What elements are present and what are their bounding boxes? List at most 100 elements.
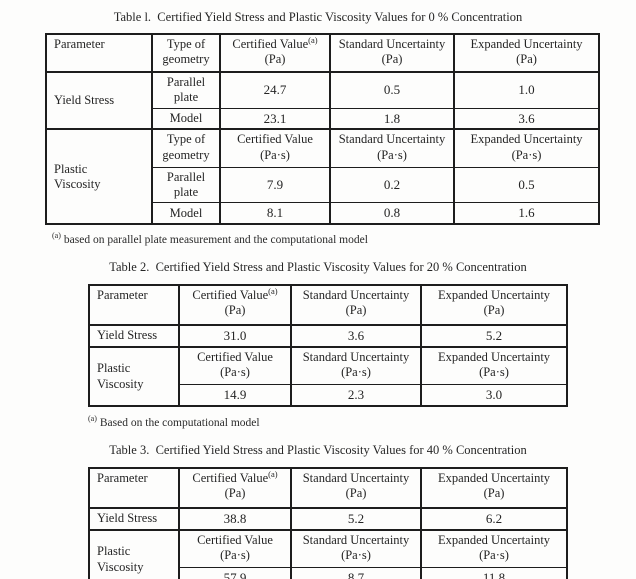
header-unit: (Pa·s) (341, 365, 371, 380)
table1-header-standard-uncertainty: Standard Uncertainty (Pa) (329, 33, 455, 73)
table1-plastic-viscosity-label: Plastic Viscosity (45, 128, 153, 225)
table2-yield-row: Yield Stress 31.0 3.6 5.2 (88, 324, 568, 348)
header-unit: (Pa) (516, 52, 537, 67)
header-label: Standard Uncertainty (302, 349, 410, 364)
table2-cell-certified: 31.0 (178, 324, 292, 348)
table1-yield-parallel-row: Yield Stress Parallel plate 24.7 0.5 1.0 (45, 71, 600, 131)
table2-footnote: (a) Based on the computational model (88, 414, 636, 429)
table3-header-standard-uncertainty: Standard Uncertainty (Pa) (290, 467, 422, 510)
table3-plastic-value-row: 57.9 8.7 11.8 (89, 567, 568, 579)
header-label: Expanded Uncertainty (437, 471, 551, 486)
header-unit: (Pa·s) (479, 365, 509, 380)
header-label: Expanded Uncertainty (470, 132, 583, 147)
header-unit: (Pa) (381, 52, 403, 67)
table1-cell-certified: 23.1 (219, 107, 331, 131)
table2-plastic-viscosity-label: Plastic Viscosity (88, 346, 180, 407)
table1-cell-expanded: 1.0 (453, 71, 600, 109)
table2-certified-values-20pct: Parameter Certified Value(a) (Pa) Standa… (88, 284, 568, 408)
table2-cell-standard: 2.3 (290, 384, 422, 407)
header-unit: (Pa) (224, 486, 246, 501)
table1-cell-geometry: Model (151, 202, 221, 225)
header-label: Expanded Uncertainty (470, 37, 583, 51)
table3-title: Table 3. Certified Yield Stress and Plas… (109, 443, 527, 458)
header-unit: (Pa) (483, 486, 505, 501)
table2-subheader-certified: Certified Value (Pa·s) (178, 346, 292, 386)
header-unit: (Pa·s) (341, 548, 371, 563)
header-label: Expanded Uncertainty (437, 288, 551, 303)
table1-yield-model-row: Model 23.1 1.8 3.6 (46, 107, 600, 131)
header-unit: (Pa) (483, 303, 505, 318)
header-unit: (Pa·s) (511, 147, 542, 162)
table2-cell-expanded: 3.0 (420, 384, 568, 407)
table2-header-certified-value: Certified Value(a) (Pa) (178, 284, 292, 327)
table1-cell-expanded: 1.6 (453, 202, 600, 225)
table1-yield-stress-label: Yield Stress (45, 71, 153, 131)
table2-header-expanded-uncertainty: Expanded Uncertainty (Pa) (420, 284, 568, 327)
table2-cell-standard: 3.6 (290, 324, 422, 348)
table2-title: Table 2. Certified Yield Stress and Plas… (109, 260, 527, 275)
table1-header-parameter: Parameter (45, 33, 153, 73)
header-unit: (Pa·s) (377, 147, 407, 162)
table2-header-standard-uncertainty: Standard Uncertainty (Pa) (290, 284, 422, 327)
table3-cell-standard: 5.2 (290, 507, 422, 531)
table3-cell-expanded: 6.2 (420, 507, 568, 531)
table3-certified-values-40pct: Parameter Certified Value(a) (Pa) Standa… (88, 467, 568, 579)
table1-cell-expanded: 0.5 (453, 166, 600, 204)
table1-certified-values-0pct: Parameter Type of geometry Certified Val… (45, 33, 600, 226)
table1-subheader-certified: Certified Value (Pa·s) (219, 128, 331, 168)
header-unit: (Pa·s) (220, 365, 250, 380)
table1-plastic-subheader-row: Plastic Viscosity Type of geometry Certi… (45, 128, 600, 225)
table3-yield-row: Yield Stress 38.8 5.2 6.2 (88, 507, 568, 531)
table1-cell-expanded: 3.6 (453, 107, 600, 131)
table3-plastic-viscosity-label: Plastic Viscosity (88, 529, 180, 579)
header-unit: (Pa·s) (260, 147, 290, 162)
header-unit: (Pa) (224, 303, 246, 318)
table3-header-expanded-uncertainty: Expanded Uncertainty (Pa) (420, 467, 568, 510)
footnote-marker: (a) (268, 468, 278, 479)
header-unit: (Pa) (264, 52, 286, 67)
table3-header-certified-value: Certified Value(a) (Pa) (178, 467, 292, 510)
table2-header-row: Parameter Certified Value(a) (Pa) Standa… (88, 284, 568, 327)
header-label: Certified Value(a) (232, 34, 318, 51)
table1-subheader-standard: Standard Uncertainty (Pa·s) (329, 128, 455, 168)
header-label: Expanded Uncertainty (437, 532, 551, 547)
header-unit: (Pa·s) (220, 548, 250, 563)
header-label: Standard Uncertainty (302, 532, 410, 547)
header-label: Certified Value (197, 349, 273, 364)
header-label: Standard Uncertainty (302, 288, 410, 303)
header-unit: (Pa·s) (479, 548, 509, 563)
table2-plastic-value-row: 14.9 2.3 3.0 (89, 384, 568, 407)
table3-header-row: Parameter Certified Value(a) (Pa) Standa… (88, 467, 568, 510)
header-label: Standard Uncertainty (338, 132, 446, 147)
table3-subheader-expanded: Expanded Uncertainty (Pa·s) (420, 529, 568, 569)
table2-plastic-subheader-row: Plastic Viscosity Certified Value (Pa·s)… (88, 346, 568, 407)
table1-footnote: (a) based on parallel plate measurement a… (52, 231, 636, 246)
footnote-marker: (a) (88, 414, 97, 424)
header-label: Standard Uncertainty (302, 471, 410, 486)
table1-plastic-parallel-row: Parallel plate 7.9 0.2 0.5 (46, 166, 600, 204)
table1-cell-standard: 1.8 (329, 107, 455, 131)
header-label: Certified Value (197, 532, 273, 547)
table3-cell-expanded: 11.8 (420, 567, 568, 579)
table2-header-parameter: Parameter (88, 284, 180, 327)
header-label: Certified Value(a) (192, 468, 278, 486)
table1-header-expanded-uncertainty: Expanded Uncertainty (Pa) (453, 33, 600, 73)
table1-cell-certified: 8.1 (219, 202, 331, 225)
header-label: Expanded Uncertainty (437, 349, 551, 364)
table1-cell-certified: 7.9 (219, 166, 331, 204)
table1-cell-certified: 24.7 (219, 71, 331, 109)
table1-cell-standard: 0.8 (329, 202, 455, 225)
table1-cell-standard: 0.5 (329, 71, 455, 109)
header-label: Certified Value (237, 132, 313, 147)
table1-subheader-geometry: Type of geometry (151, 128, 221, 168)
table1-cell-standard: 0.2 (329, 166, 455, 204)
header-label: Certified Value(a) (192, 285, 278, 303)
table3-cell-certified: 57.9 (178, 567, 292, 579)
table1-plastic-model-row: Model 8.1 0.8 1.6 (46, 202, 600, 225)
footnote-text: based on parallel plate measurement and … (63, 234, 368, 247)
table1-header-geometry: Type of geometry (151, 33, 221, 73)
table3-subheader-standard: Standard Uncertainty (Pa·s) (290, 529, 422, 569)
table1-subheader-expanded: Expanded Uncertainty (Pa·s) (453, 128, 600, 168)
table3-cell-standard: 8.7 (290, 567, 422, 579)
